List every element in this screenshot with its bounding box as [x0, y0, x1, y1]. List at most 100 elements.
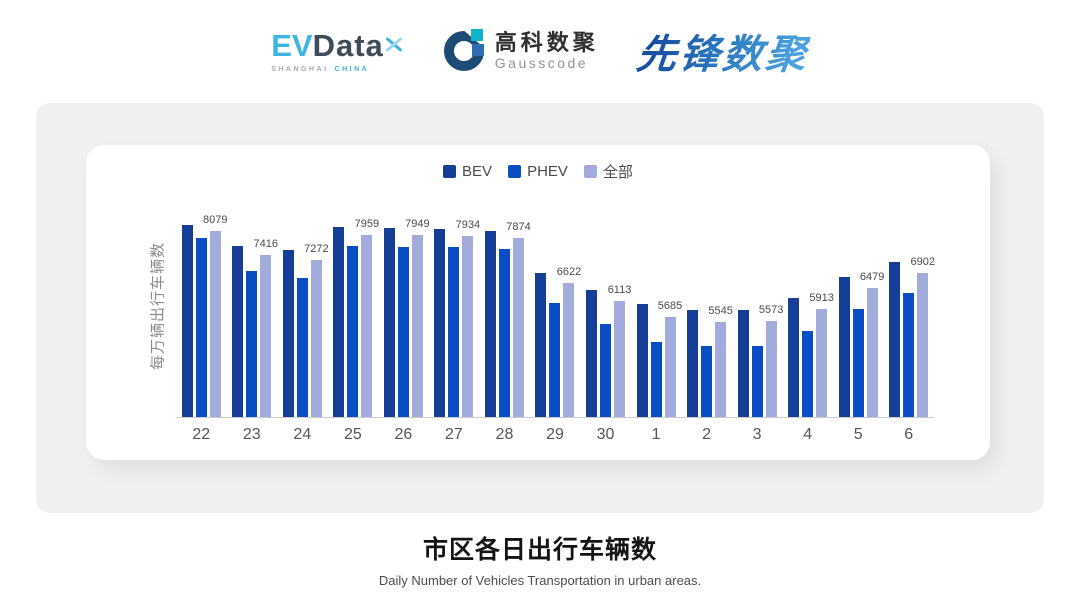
bar-全部-27 [462, 235, 474, 417]
legend-item-全部[interactable]: 全部 [583, 161, 633, 182]
bar-全部-24 [310, 259, 322, 417]
value-label-3: 5573 [758, 303, 784, 316]
bar-全部-28 [512, 238, 524, 417]
y-axis-label: 每万辆出行车辆数 [149, 241, 167, 371]
bar-group-3: 5573 [732, 195, 783, 417]
value-label-5: 6479 [859, 271, 885, 284]
bar-group-6: 6902 [883, 195, 935, 417]
bar-全部-30 [614, 301, 626, 417]
gausscode-logo-cn: 高科数聚 [494, 30, 599, 56]
legend-label: PHEV [527, 163, 568, 180]
bar-bev-29 [535, 272, 547, 417]
bar-phev-2 [701, 346, 713, 417]
bar-bev-1 [636, 304, 648, 417]
bar-bev-23 [232, 245, 244, 417]
x-tick-27: 27 [445, 426, 463, 443]
x-tick-26: 26 [394, 426, 413, 443]
bar-group-28: 7874 [479, 195, 531, 417]
x-tick-5: 5 [853, 426, 863, 443]
bar-全部-22 [209, 230, 221, 417]
bar-bev-4 [788, 297, 800, 417]
x-tick-3: 3 [752, 426, 762, 443]
bar-全部-1 [664, 316, 676, 417]
value-label-28: 7874 [506, 221, 531, 234]
gausscode-logo-en: Gausscode [494, 55, 589, 72]
value-label-25: 7959 [354, 218, 380, 230]
bar-bev-26 [383, 228, 395, 417]
chart-subtitle: Daily Number of Vehicles Transportation … [378, 573, 702, 588]
chart-panel: BEV PHEV 全部 每万辆出行车辆数 8079 7416 7272 7959 7949 7… [36, 103, 1044, 513]
bar-全部-29 [563, 283, 575, 417]
bar-phev-29 [549, 302, 561, 417]
bar-bev-6 [889, 262, 901, 417]
bar-group-30: 6113 [580, 195, 631, 417]
bar-全部-23 [260, 254, 272, 417]
bar-phev-22 [195, 238, 207, 417]
bar-bev-2 [687, 309, 699, 417]
legend-swatch-icon [583, 165, 597, 178]
x-tick-6: 6 [904, 426, 914, 443]
bar-phev-5 [852, 309, 864, 417]
bar-全部-3 [765, 320, 777, 417]
value-label-26: 7949 [405, 218, 430, 231]
bar-phev-27 [448, 247, 460, 417]
bar-group-4: 5913 [782, 195, 834, 417]
x-tick-30: 30 [596, 426, 615, 443]
value-label-29: 6622 [556, 266, 582, 279]
bar-group-26: 7949 [378, 195, 430, 417]
bar-全部-25 [361, 235, 373, 417]
bar-phev-25 [347, 246, 359, 417]
gausscode-g-icon [442, 15, 498, 73]
value-label-24: 7272 [304, 242, 329, 255]
value-label-1: 5685 [657, 299, 683, 312]
legend-item-BEV[interactable]: BEV [443, 163, 492, 180]
evdata-logo-ev: EV [271, 27, 313, 63]
bar-group-24: 7272 [277, 195, 329, 417]
bar-bev-5 [838, 277, 850, 417]
bar-全部-4 [816, 308, 828, 417]
legend-item-PHEV[interactable]: PHEV [508, 163, 568, 180]
bar-bev-24 [282, 249, 294, 417]
x-tick-24: 24 [293, 426, 312, 443]
x-tick-25: 25 [343, 426, 362, 443]
bar-group-27: 7934 [429, 195, 480, 417]
title-block: 市区各日出行车辆数 Daily Number of Vehicles Trans… [0, 530, 1080, 588]
bar-bev-27 [434, 229, 446, 417]
bar-phev-1 [650, 342, 662, 417]
value-label-23: 7416 [253, 237, 279, 250]
gausscode-logo: 高科数聚 Gausscode [442, 15, 599, 73]
bar-全部-26 [411, 235, 423, 417]
brand-header: EV Data SHANGHAI CHINA 高科数聚 Gausscode 先锋… [0, 15, 1080, 86]
value-label-30: 6113 [607, 284, 632, 297]
x-tick-4: 4 [803, 426, 813, 443]
chart-card: BEV PHEV 全部 每万辆出行车辆数 8079 7416 7272 7959 7949 7… [86, 145, 990, 460]
bar-phev-23 [246, 270, 258, 417]
x-tick-28: 28 [495, 426, 514, 443]
legend-label: 全部 [602, 164, 633, 181]
bar-group-1: 5685 [631, 195, 682, 417]
xianfeng-shuju-logo: 先锋数聚 [634, 22, 812, 80]
bar-phev-26 [397, 246, 409, 417]
value-label-27: 7934 [455, 218, 481, 231]
bar-bev-3 [737, 309, 749, 417]
bar-phev-3 [751, 345, 763, 417]
value-label-22: 8079 [203, 213, 228, 226]
bar-phev-24 [296, 278, 308, 417]
chart-title: 市区各日出行车辆数 [422, 536, 657, 564]
bar-全部-5 [866, 288, 878, 417]
legend-swatch-icon [508, 165, 522, 178]
bar-bev-30 [586, 290, 598, 417]
bar-bev-25 [333, 227, 345, 417]
evdata-logo-data: Data [312, 27, 384, 63]
x-tick-22: 22 [192, 426, 211, 443]
bar-group-5: 6479 [833, 195, 884, 417]
x-axis-ticks: 22 23 24 25 26 27 28 29 30 1 2 3 4 5 6 [176, 426, 934, 444]
x-tick-23: 23 [242, 426, 261, 443]
bar-group-2: 5545 [681, 195, 733, 417]
bar-group-25: 7959 [328, 195, 379, 417]
plot-area: 8079 7416 7272 7959 7949 7934 7874 6622 6113 5685… [176, 195, 935, 418]
sparkle-x-icon [384, 35, 404, 61]
bar-phev-4 [802, 330, 814, 417]
value-label-6: 6902 [910, 256, 935, 269]
evdata-logo: EV Data SHANGHAI CHINA [271, 30, 404, 73]
